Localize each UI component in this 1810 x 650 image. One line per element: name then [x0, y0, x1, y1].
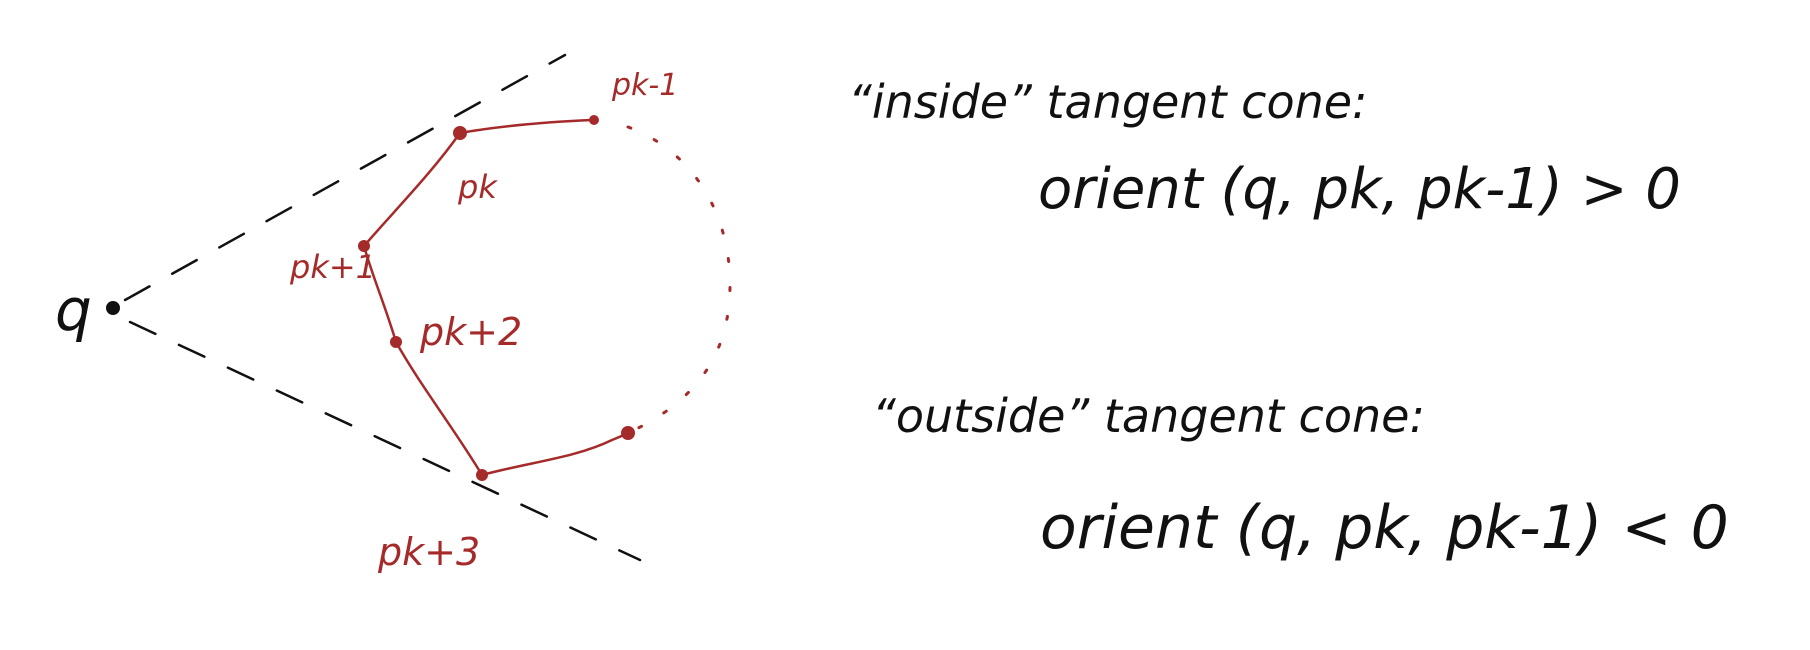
outside-heading: “outside” tangent cone:: [872, 389, 1425, 443]
outside-condition: orient (q, pk, pk-1) < 0: [1040, 493, 1729, 563]
vertex-pk-plus-3: [476, 469, 488, 481]
vertex-pk-minus-1: [589, 115, 599, 125]
query-point: [106, 301, 120, 315]
polygon-edge-pk-plus-3-next: [480, 431, 630, 477]
label-pk-plus-1: pk+1: [289, 248, 376, 286]
label-pk: pk: [457, 168, 498, 206]
vertex-pk-plus-2: [390, 336, 402, 348]
vertex-pk: [453, 126, 467, 140]
polygon-dotted-remainder: [626, 125, 732, 435]
query-point-label: q: [55, 276, 92, 344]
polygon-edge-pk-plus-2-pk-plus-3: [394, 340, 484, 477]
inside-condition: orient (q, pk, pk-1) > 0: [1038, 157, 1681, 222]
lower-tangent-line: [128, 320, 642, 562]
label-pk-plus-2: pk+2: [419, 310, 522, 354]
label-pk-minus-1: pk-1: [611, 68, 678, 103]
inside-heading: “inside” tangent cone:: [848, 75, 1368, 129]
label-pk-plus-3: pk+3: [377, 530, 480, 574]
vertex-next: [621, 426, 635, 440]
polygon-edge-pk-plus-1-pk-plus-2: [362, 244, 398, 344]
vertex-pk-plus-1: [358, 240, 370, 252]
polygon-edge-pk-pk-minus-1: [458, 118, 594, 135]
polygon-edge-pk-plus-1-pk: [362, 131, 462, 248]
